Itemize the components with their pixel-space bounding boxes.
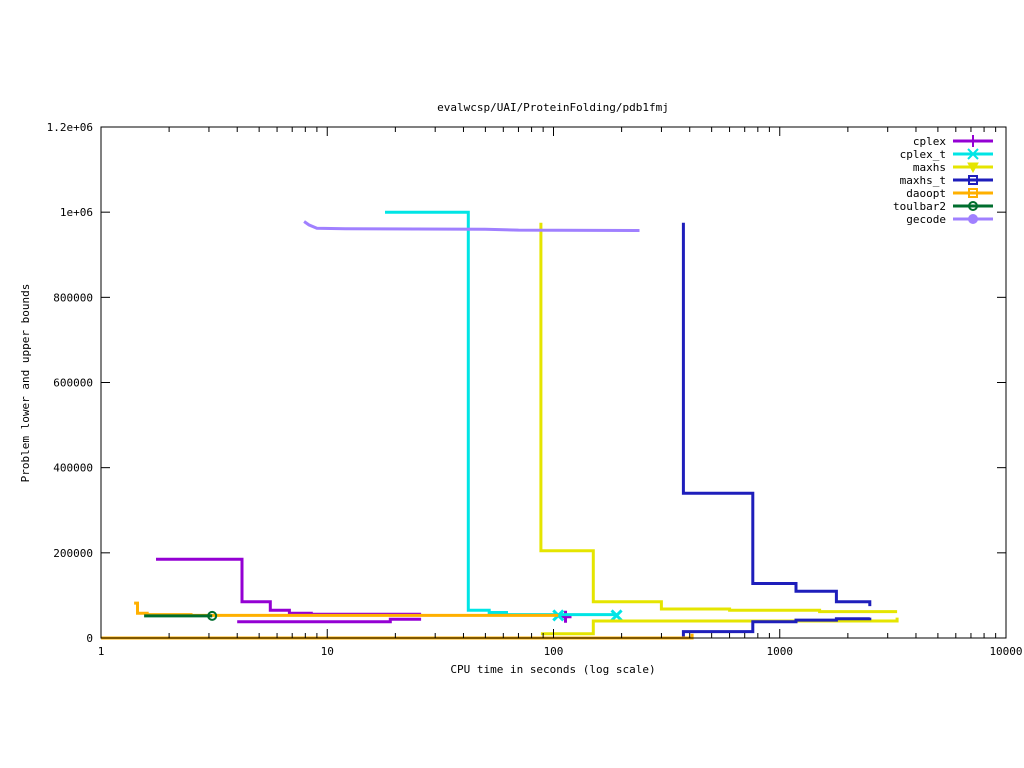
x-tick-label: 10 — [321, 645, 334, 658]
legend-label: toulbar2 — [893, 200, 946, 213]
legend-marker-gecode — [968, 214, 978, 224]
legend-label: gecode — [906, 213, 946, 226]
legend-item-cplex: cplex — [913, 135, 993, 148]
series-line-cplex — [156, 557, 422, 616]
data-point-cplex-t — [610, 609, 623, 622]
series-line-cplex — [237, 617, 422, 624]
y-tick-label: 0 — [86, 632, 93, 645]
legend-item-maxhs-t: maxhs_t — [900, 174, 993, 187]
legend-marker-cplex — [967, 135, 979, 147]
series-layer — [101, 210, 899, 640]
axis-ticks: 1 10 100 1000 10000 0 200000 400000 600000 800000… — [47, 121, 1023, 658]
legend-item-daoopt: daoopt — [906, 187, 993, 200]
series-cplex-t — [101, 210, 623, 640]
y-tick-label: 1.2e+06 — [47, 121, 93, 134]
series-maxhs — [101, 222, 899, 640]
series-cplex — [101, 557, 572, 640]
legend-label: cplex_t — [900, 148, 946, 161]
series-line-maxhs — [539, 222, 898, 614]
legend-marker-cplex-t — [967, 148, 979, 160]
legend-item-cplex-t: cplex_t — [900, 148, 993, 161]
legend-label: maxhs_t — [900, 174, 946, 187]
series-maxhs-t — [681, 222, 872, 638]
legend-label: maxhs — [913, 161, 946, 174]
series-line-gecode — [303, 220, 640, 232]
series-line-daoopt — [101, 633, 694, 640]
legend-marker-daoopt — [968, 188, 978, 198]
y-tick-label: 400000 — [53, 462, 93, 475]
legend-item-maxhs: maxhs — [913, 161, 993, 174]
plot-frame — [100, 126, 1007, 639]
x-tick-label: 1000 — [767, 645, 794, 658]
legend-label: daoopt — [906, 187, 946, 200]
series-line-maxhs-t — [681, 222, 872, 607]
chart-title: evalwcsp/UAI/ProteinFolding/pdb1fmj — [437, 101, 669, 114]
x-axis-label: CPU time in seconds (log scale) — [450, 663, 655, 676]
legend: cplexcplex_tmaxhsmaxhs_tdaoopttoulbar2ge… — [893, 135, 993, 226]
legend-marker-toulbar2 — [968, 201, 978, 211]
x-tick-label: 10000 — [989, 645, 1022, 658]
series-line-maxhs — [540, 617, 899, 636]
x-tick-label: 1 — [98, 645, 105, 658]
legend-item-gecode: gecode — [906, 213, 993, 226]
series-line-cplex-t — [385, 210, 617, 617]
y-axis-label: Problem lower and upper bounds — [19, 284, 32, 483]
series-gecode — [303, 220, 640, 232]
y-tick-label: 600000 — [53, 377, 93, 390]
y-tick-label: 200000 — [53, 547, 93, 560]
legend-marker-maxhs-t — [968, 175, 978, 185]
x-tick-label: 100 — [544, 645, 564, 658]
series-line-maxhs-t — [681, 617, 872, 638]
legend-marker-maxhs — [967, 162, 979, 174]
legend-label: cplex — [913, 135, 946, 148]
y-tick-label: 800000 — [53, 291, 93, 304]
legend-item-toulbar2: toulbar2 — [893, 200, 993, 213]
series-toulbar2 — [144, 610, 218, 621]
data-point-toulbar2 — [207, 610, 218, 621]
y-tick-label: 1e+06 — [60, 206, 93, 219]
